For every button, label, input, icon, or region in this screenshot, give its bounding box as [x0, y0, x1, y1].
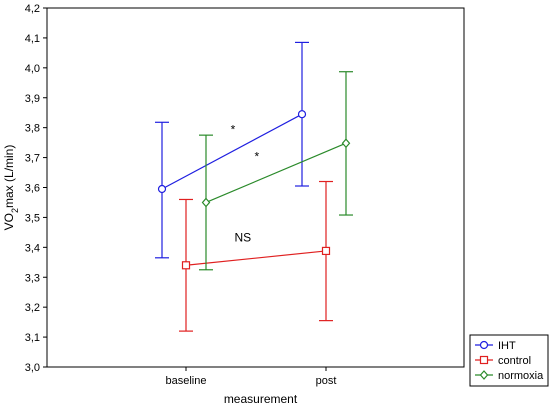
annotation: NS	[234, 230, 251, 244]
series-line-normoxia	[205, 142, 347, 204]
data-point-normoxia	[201, 197, 211, 208]
legend-marker-control	[479, 355, 489, 365]
y-tick-label: 3,2	[25, 302, 40, 314]
y-tick-label: 4,0	[25, 63, 40, 75]
annotation: *	[254, 150, 259, 164]
y-tick-label: 3,9	[25, 93, 40, 105]
y-tick-label: 4,2	[25, 3, 40, 15]
y-tick-label: 3,1	[25, 332, 40, 344]
data-point-iht	[157, 184, 167, 194]
y-tick-label: 3,8	[25, 123, 40, 135]
data-point-iht	[297, 110, 307, 119]
y-tick-label: 3,6	[25, 183, 40, 195]
y-tick-label: 4,1	[25, 33, 40, 45]
data-point-control	[181, 261, 191, 270]
x-tick-label: baseline	[166, 375, 207, 387]
series-line-iht	[161, 113, 303, 190]
series-line-control	[185, 250, 327, 266]
data-point-normoxia	[341, 138, 351, 149]
legend: IHT control normoxia	[469, 334, 549, 387]
legend-marker-normoxia	[479, 370, 489, 380]
y-tick-label: 3,7	[25, 153, 40, 165]
legend-label-normoxia: normoxia	[498, 370, 544, 382]
x-tick-label: post	[316, 375, 337, 387]
annotation: *	[231, 123, 236, 137]
plot-frame	[46, 7, 465, 368]
y-tick-label: 3,4	[25, 242, 40, 254]
legend-marker-iht	[479, 340, 489, 350]
y-tick-label: 3,0	[25, 362, 40, 374]
legend-label-control: control	[498, 355, 531, 367]
legend-label-iht: IHT	[498, 340, 516, 352]
data-point-control	[321, 246, 331, 256]
y-tick-label: 3,5	[25, 212, 40, 224]
y-axis-title: VO2max (L/min)	[2, 145, 20, 231]
x-axis-title: measurement	[224, 392, 298, 406]
y-tick-label: 3,3	[25, 272, 40, 284]
